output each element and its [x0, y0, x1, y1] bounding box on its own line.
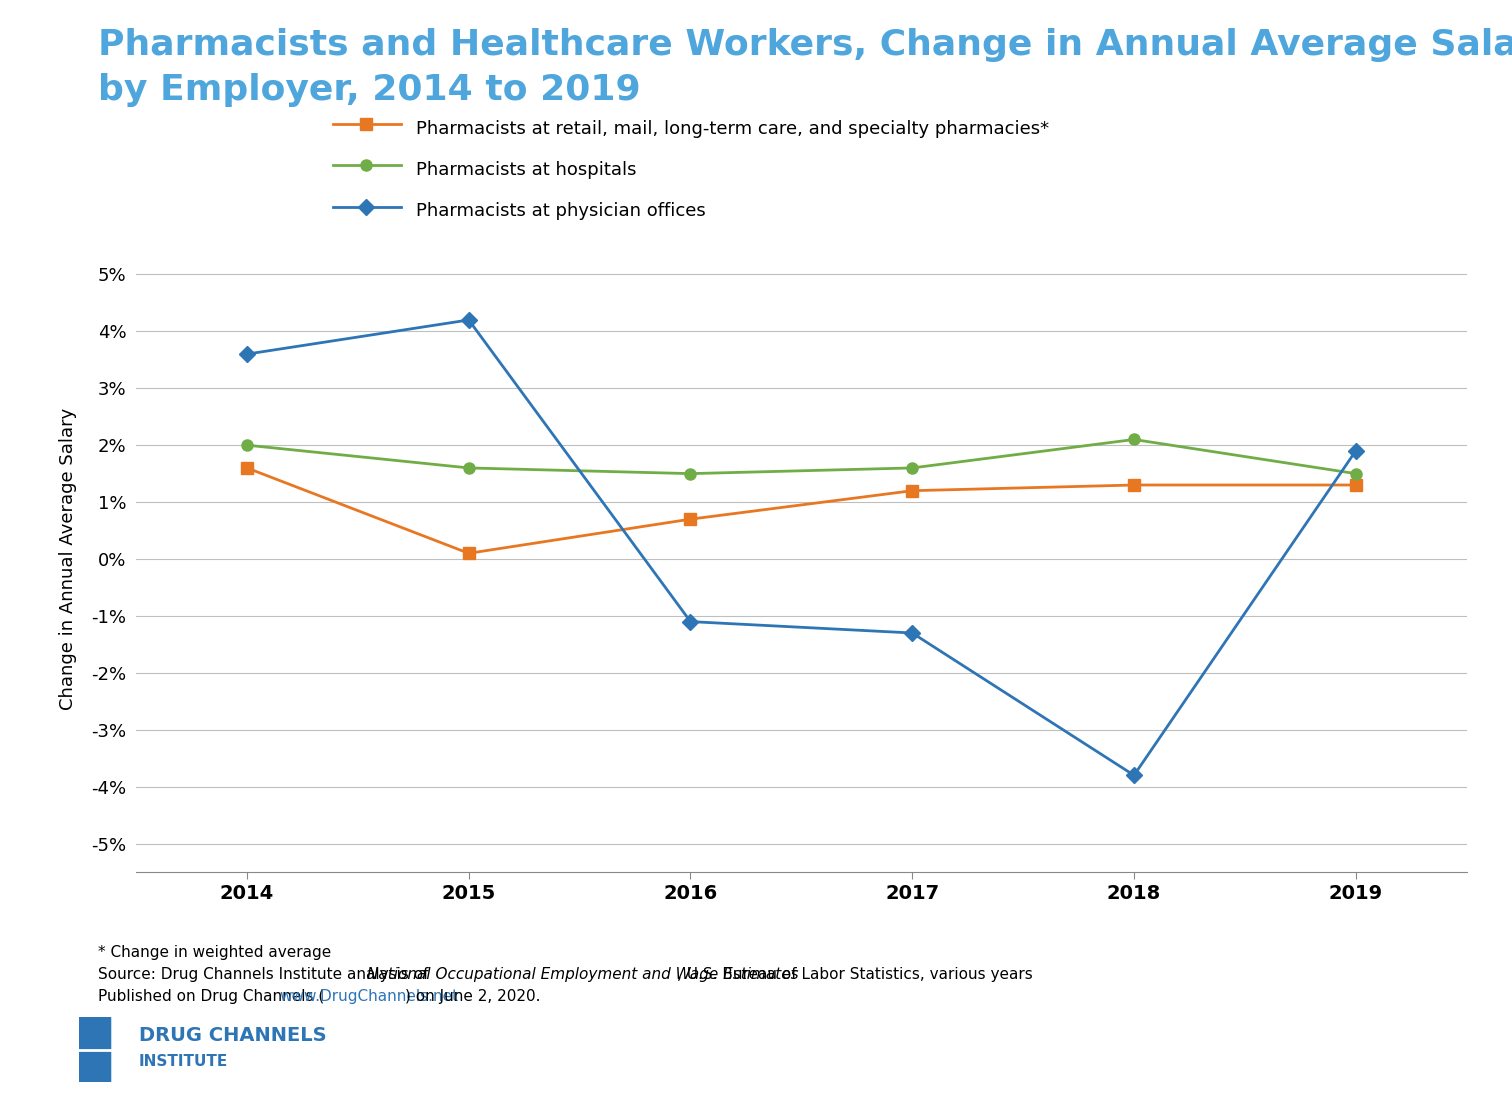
FancyBboxPatch shape — [76, 1011, 112, 1089]
Y-axis label: Change in Annual Average Salary: Change in Annual Average Salary — [59, 408, 77, 710]
Text: Published on Drug Channels (: Published on Drug Channels ( — [98, 989, 325, 1004]
Text: www.DrugChannels.net: www.DrugChannels.net — [280, 989, 458, 1004]
Text: by Employer, 2014 to 2019: by Employer, 2014 to 2019 — [98, 73, 641, 106]
Text: INSTITUTE: INSTITUTE — [139, 1054, 228, 1069]
Text: DRUG CHANNELS: DRUG CHANNELS — [139, 1026, 327, 1045]
Text: ) on June 2, 2020.: ) on June 2, 2020. — [405, 989, 541, 1004]
Text: * Change in weighted average: * Change in weighted average — [98, 945, 331, 959]
Text: Pharmacists and Healthcare Workers, Change in Annual Average Salary,: Pharmacists and Healthcare Workers, Chan… — [98, 28, 1512, 61]
Text: Pharmacists at hospitals: Pharmacists at hospitals — [416, 161, 637, 179]
Text: Pharmacists at retail, mail, long-term care, and specialty pharmacies*: Pharmacists at retail, mail, long-term c… — [416, 120, 1049, 138]
Text: Pharmacists at physician offices: Pharmacists at physician offices — [416, 202, 706, 220]
Text: National Occupational Employment and Wage Estimates: National Occupational Employment and Wag… — [367, 967, 798, 982]
Text: Source: Drug Channels Institute analysis of: Source: Drug Channels Institute analysis… — [98, 967, 434, 982]
Text: , U.S. Bureau of Labor Statistics, various years: , U.S. Bureau of Labor Statistics, vario… — [677, 967, 1033, 982]
